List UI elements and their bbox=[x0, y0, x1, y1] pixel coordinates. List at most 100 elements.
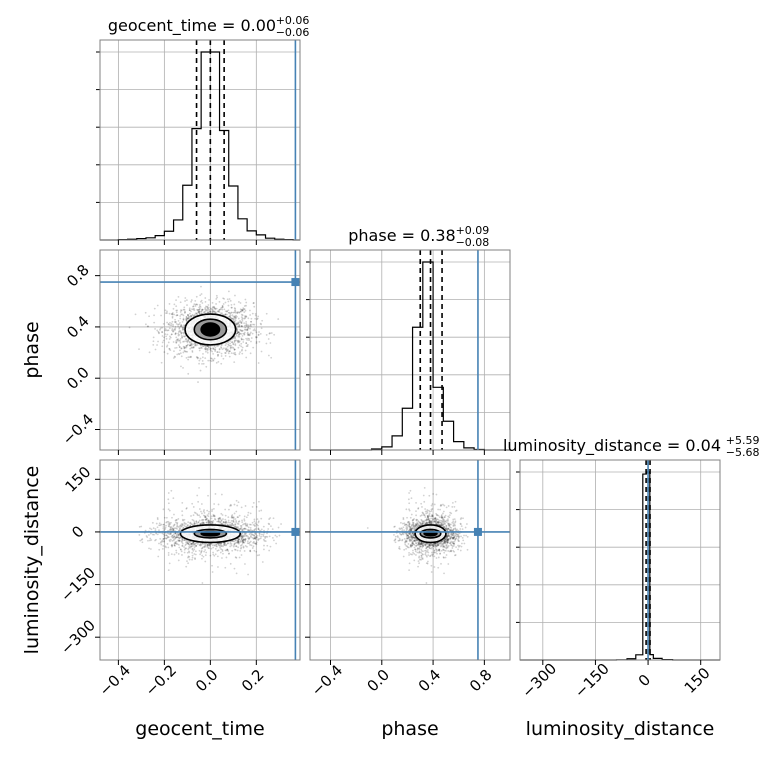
axis-frame bbox=[309, 249, 511, 451]
sample-point bbox=[271, 528, 274, 531]
sample-point bbox=[249, 309, 251, 312]
sample-point bbox=[227, 304, 230, 307]
sample-point bbox=[406, 516, 408, 519]
sample-point bbox=[429, 522, 432, 525]
sample-point bbox=[170, 528, 173, 531]
sample-point bbox=[456, 533, 458, 536]
sample-point bbox=[193, 511, 196, 514]
sample-point bbox=[181, 537, 184, 540]
sample-point bbox=[241, 539, 244, 541]
sample-point bbox=[398, 547, 400, 550]
sample-point bbox=[246, 345, 249, 348]
sample-point bbox=[407, 535, 410, 538]
sample-point bbox=[432, 545, 435, 548]
sample-point bbox=[413, 526, 415, 528]
sample-point bbox=[237, 541, 239, 544]
sample-point bbox=[426, 542, 428, 545]
sample-point bbox=[178, 539, 181, 542]
sample-point bbox=[410, 528, 413, 531]
sample-point bbox=[217, 353, 220, 356]
sample-point bbox=[232, 520, 234, 522]
sample-point bbox=[166, 312, 168, 314]
sample-point bbox=[264, 535, 266, 538]
sample-point bbox=[238, 344, 241, 347]
sample-point bbox=[404, 543, 407, 546]
sample-point bbox=[235, 333, 238, 336]
sample-point bbox=[215, 361, 218, 364]
sample-point bbox=[427, 521, 430, 524]
sample-point bbox=[248, 541, 251, 544]
sample-point bbox=[156, 329, 159, 332]
sample-point bbox=[185, 319, 188, 322]
sample-point bbox=[140, 538, 143, 541]
sample-point bbox=[162, 529, 165, 532]
sample-point bbox=[204, 516, 206, 519]
sample-point bbox=[217, 360, 220, 363]
sample-point bbox=[253, 528, 256, 531]
sample-point bbox=[409, 516, 412, 519]
sample-point bbox=[208, 542, 211, 545]
sample-point bbox=[235, 339, 238, 342]
sample-point bbox=[162, 545, 165, 547]
sample-point bbox=[403, 522, 406, 525]
sample-point bbox=[242, 538, 245, 541]
sample-point bbox=[239, 332, 241, 335]
sample-point bbox=[450, 533, 453, 536]
sample-point bbox=[212, 546, 215, 549]
sample-point bbox=[258, 510, 261, 512]
sample-point bbox=[409, 544, 412, 547]
sample-point bbox=[231, 523, 234, 525]
sample-point bbox=[442, 512, 444, 515]
sample-point bbox=[444, 538, 447, 541]
sample-point bbox=[247, 324, 250, 327]
sample-point bbox=[437, 556, 440, 559]
sample-point bbox=[150, 539, 153, 541]
sample-point bbox=[222, 543, 225, 546]
sample-point bbox=[416, 523, 419, 525]
sample-point bbox=[235, 334, 238, 337]
sample-point bbox=[436, 543, 439, 546]
sample-point bbox=[187, 313, 189, 316]
sample-point bbox=[221, 348, 224, 351]
sample-point bbox=[454, 554, 457, 556]
sample-point bbox=[265, 312, 268, 315]
sample-point bbox=[406, 545, 409, 548]
sample-point bbox=[228, 508, 230, 511]
sample-point bbox=[202, 352, 204, 355]
sample-point bbox=[237, 538, 240, 541]
sample-point bbox=[187, 339, 190, 342]
sample-point bbox=[242, 539, 244, 542]
sample-point bbox=[237, 322, 240, 325]
sample-point bbox=[225, 349, 228, 352]
sample-point bbox=[258, 532, 261, 535]
sample-point bbox=[449, 529, 451, 531]
sample-point bbox=[167, 492, 170, 494]
sample-point bbox=[417, 520, 420, 522]
sample-point bbox=[244, 298, 247, 301]
sample-point bbox=[224, 508, 227, 511]
sample-point bbox=[431, 503, 434, 505]
sample-point bbox=[177, 334, 180, 337]
sample-point bbox=[148, 539, 151, 542]
sample-point bbox=[403, 548, 406, 551]
sample-point bbox=[440, 514, 443, 516]
sample-point bbox=[204, 301, 207, 303]
sample-point bbox=[177, 534, 180, 537]
sample-point bbox=[212, 515, 215, 518]
sample-point bbox=[421, 522, 424, 525]
sample-point bbox=[229, 541, 232, 543]
sample-point bbox=[446, 541, 449, 544]
sample-point bbox=[239, 527, 242, 530]
sample-point bbox=[241, 325, 243, 328]
sample-point bbox=[417, 541, 420, 544]
sample-point bbox=[183, 332, 185, 335]
sample-point bbox=[188, 555, 191, 558]
sample-point bbox=[451, 545, 454, 548]
sample-point bbox=[269, 517, 272, 519]
sample-point bbox=[406, 546, 409, 549]
sample-point bbox=[243, 528, 246, 530]
sample-point bbox=[264, 540, 267, 543]
sample-point bbox=[158, 522, 161, 525]
sample-point bbox=[255, 336, 258, 339]
sample-point bbox=[410, 538, 413, 541]
